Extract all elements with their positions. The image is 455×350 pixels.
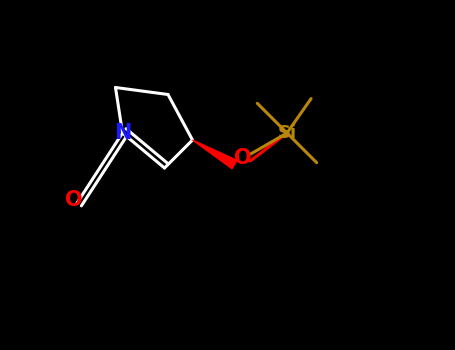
Text: O: O [234,148,252,168]
Polygon shape [192,140,237,169]
Text: O: O [66,190,83,210]
Text: Si: Si [278,124,297,142]
Text: N: N [114,123,131,143]
